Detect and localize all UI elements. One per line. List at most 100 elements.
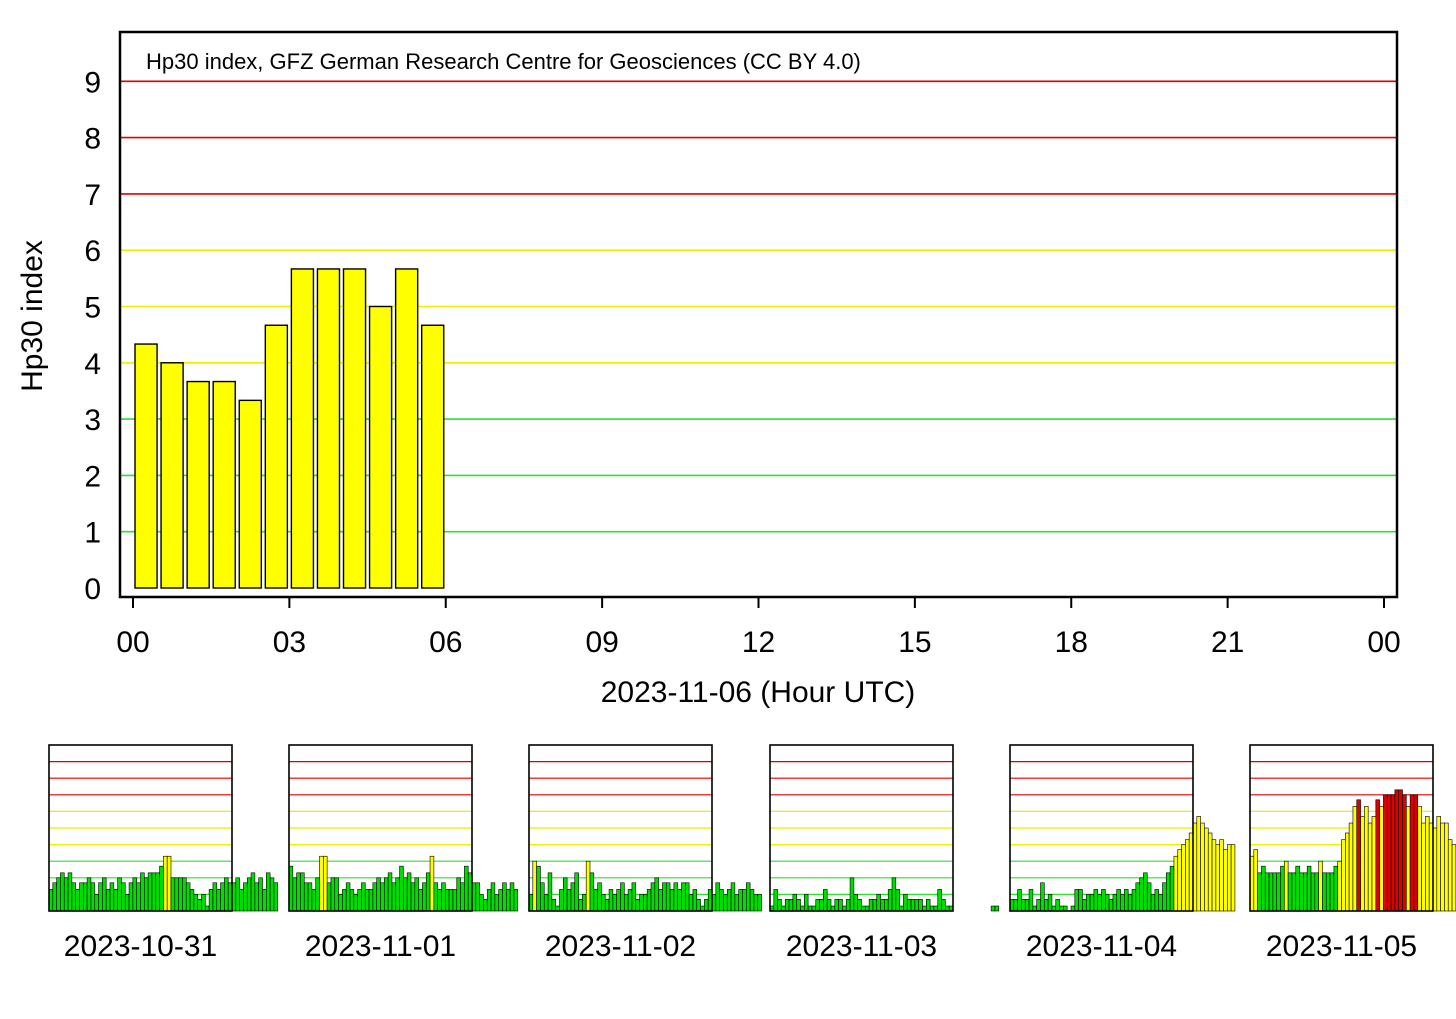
mini-bar	[734, 894, 739, 912]
mini-bar	[1379, 806, 1384, 912]
mini-bar	[212, 882, 218, 912]
day-label: 2023-10-31	[64, 930, 217, 963]
mini-bar	[662, 882, 667, 912]
mini-bar	[627, 889, 633, 912]
mini-bar	[1211, 839, 1217, 912]
mini-bar	[730, 882, 736, 912]
mini-bar	[456, 877, 461, 912]
mini-bar	[109, 882, 115, 912]
mini-bar	[677, 889, 682, 912]
x-tick-label: 00	[116, 626, 149, 659]
mini-bar	[608, 889, 614, 912]
mini-bar	[1322, 872, 1327, 912]
mini-bar	[658, 889, 663, 912]
mini-bar	[578, 899, 583, 912]
mini-bar	[1074, 889, 1079, 912]
mini-bar	[1364, 806, 1369, 912]
mini-bar	[1284, 860, 1289, 912]
mini-bar	[1303, 872, 1308, 912]
mini-bar	[113, 889, 118, 912]
mini-bar	[704, 899, 709, 912]
mini-bar	[895, 889, 900, 912]
y-tick-label: 7	[84, 179, 101, 212]
mini-bar	[1447, 839, 1453, 912]
mini-bar	[1120, 894, 1125, 912]
mini-bar	[323, 855, 328, 912]
mini-bar	[235, 877, 240, 912]
mini-bar	[479, 894, 484, 912]
mini-bar	[1371, 816, 1377, 912]
mini-bar	[330, 877, 336, 912]
mini-bar	[1162, 882, 1167, 912]
mini-bar	[937, 889, 942, 912]
mini-bar	[368, 889, 374, 912]
mini-bar	[551, 899, 556, 912]
bar	[134, 343, 158, 589]
day-label: 2023-11-02	[545, 930, 696, 963]
mini-bar	[1333, 865, 1338, 912]
x-tick-label: 21	[1211, 626, 1244, 659]
mini-bar	[239, 889, 244, 912]
mini-bar	[1276, 872, 1281, 912]
mini-bar	[185, 882, 191, 912]
bar	[368, 305, 393, 589]
mini-bar	[1135, 882, 1140, 912]
mini-bar	[437, 889, 442, 912]
mini-bar	[334, 877, 339, 912]
mini-bar	[1287, 872, 1293, 912]
mini-bar	[1360, 816, 1365, 912]
mini-bar	[1181, 844, 1186, 912]
mini-bar	[464, 865, 469, 912]
mini-bar	[749, 889, 755, 912]
mini-bar	[1345, 832, 1350, 912]
mini-bar	[509, 882, 515, 912]
mini-bar	[498, 889, 503, 912]
mini-bar	[1146, 882, 1152, 912]
y-tick-label: 3	[84, 404, 101, 437]
mini-bar	[1219, 839, 1224, 912]
mini-bar	[1421, 822, 1426, 912]
mini-bar	[117, 877, 122, 912]
mini-bar	[502, 882, 507, 912]
mini-bar	[361, 882, 366, 912]
mini-bar	[414, 877, 419, 912]
mini-bar	[582, 894, 587, 912]
mini-bar	[1108, 899, 1114, 912]
mini-bar	[174, 877, 179, 912]
mini-bar	[307, 882, 313, 912]
mini-bar	[566, 889, 572, 912]
mini-bar	[570, 882, 576, 912]
mini-bar	[1223, 849, 1228, 912]
mini-bar	[753, 894, 759, 912]
mini-bar	[79, 882, 84, 912]
mini-frame	[288, 744, 473, 912]
mini-bar	[486, 889, 492, 912]
mini-bar	[52, 882, 57, 912]
x-tick-label: 03	[273, 626, 306, 659]
mini-bar	[1093, 889, 1098, 912]
mini-bar	[696, 899, 701, 912]
mini-bar	[513, 889, 519, 912]
mini-bar	[601, 894, 606, 912]
mini-bar	[372, 882, 377, 912]
mini-bar	[1089, 894, 1095, 912]
mini-bar	[425, 872, 431, 912]
mini-bar	[300, 872, 305, 912]
mini-bar	[891, 877, 897, 912]
mini-bar	[1013, 899, 1018, 912]
mini-bar	[1105, 894, 1110, 912]
mini-bar	[1024, 899, 1030, 912]
mini-bar	[136, 882, 141, 912]
mini-frame	[1249, 744, 1434, 912]
mini-bar	[208, 889, 214, 912]
mini-bar	[685, 882, 690, 912]
mini-bar	[144, 877, 149, 912]
mini-bar	[391, 882, 397, 912]
mini-bar	[1173, 855, 1179, 912]
mini-bar	[620, 882, 625, 912]
bar	[186, 380, 210, 589]
mini-bar	[742, 889, 747, 912]
mini-bar	[1425, 816, 1430, 912]
mini-bar	[1310, 872, 1316, 912]
mini-bar	[1082, 899, 1087, 912]
